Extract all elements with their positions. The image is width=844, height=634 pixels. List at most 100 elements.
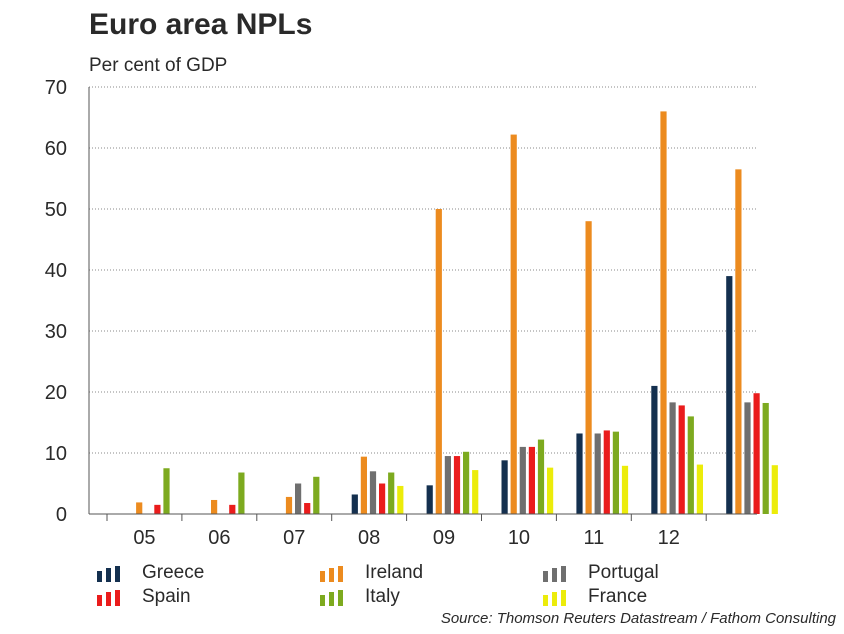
bar-ireland: [510, 134, 517, 514]
chart-subtitle: Per cent of GDP: [89, 55, 228, 76]
bar-greece: [726, 276, 733, 514]
bar-france: [771, 465, 778, 514]
legend-swatch-icon: [543, 564, 570, 582]
swatch-bar: [338, 590, 343, 606]
bar-france: [547, 467, 554, 514]
bar-italy: [463, 451, 470, 514]
swatch-bar: [106, 568, 111, 582]
swatch-bar: [543, 571, 548, 582]
legend-item-greece: Greece: [97, 562, 204, 584]
y-tick-label: 10: [45, 443, 67, 465]
legend-label: Spain: [142, 586, 191, 607]
bar-portugal: [594, 433, 601, 514]
y-tick-label: 60: [45, 138, 67, 160]
bar-portugal: [444, 456, 451, 514]
bar-ireland: [435, 209, 442, 514]
swatch-bar: [552, 568, 557, 582]
bars: [136, 111, 778, 515]
swatch-bar: [561, 590, 566, 606]
x-tick-label: 06: [208, 527, 230, 549]
y-tick-label: 0: [56, 504, 67, 526]
axes: 0 10 20 30 40 50 60 70 05 06 07 08 09 10 11 12: [45, 77, 757, 549]
bar-ireland: [585, 221, 592, 514]
bar-greece: [426, 485, 433, 514]
bar-portugal: [669, 402, 676, 514]
bar-italy: [163, 468, 170, 514]
x-tick-label: 12: [658, 527, 680, 549]
bar-france: [397, 485, 404, 514]
y-tick-label: 50: [45, 199, 67, 221]
bar-italy: [388, 472, 395, 514]
bar-spain: [229, 504, 236, 514]
legend-item-france: France: [543, 586, 647, 608]
bar-portugal: [369, 471, 377, 514]
bar-ireland: [136, 502, 143, 514]
y-tick-label: 30: [45, 321, 67, 343]
bar-italy: [238, 472, 245, 514]
legend-item-italy: Italy: [320, 586, 400, 608]
swatch-bar: [115, 590, 120, 606]
swatch-bar: [115, 566, 120, 582]
bar-spain: [603, 430, 610, 514]
x-tick-label: 11: [583, 527, 604, 549]
bar-greece: [576, 433, 583, 514]
bar-ireland: [211, 499, 218, 514]
y-tick-label: 20: [45, 382, 67, 404]
bar-spain: [379, 483, 386, 514]
legend-label: France: [588, 586, 648, 607]
bar-italy: [313, 476, 320, 514]
y-tick-label: 40: [45, 260, 67, 282]
x-tick-label: 07: [283, 527, 305, 549]
bar-greece: [651, 385, 658, 514]
legend-item-portugal: Portugal: [543, 562, 659, 584]
source-note: Source: Thomson Reuters Datastream / Fat…: [440, 610, 836, 627]
legend-swatch-icon: [97, 588, 124, 606]
bar-ireland: [735, 169, 742, 514]
bar-france: [621, 465, 629, 514]
swatch-bar: [106, 592, 111, 606]
gridlines: [89, 86, 757, 454]
legend-swatch-icon: [97, 564, 124, 582]
legend-label: Greece: [142, 562, 205, 583]
swatch-bar: [320, 595, 325, 606]
bar-portugal: [744, 402, 751, 514]
swatch-bar: [543, 595, 548, 606]
bar-portugal: [519, 446, 526, 514]
bar-spain: [453, 456, 461, 514]
legend-swatch-icon: [320, 564, 347, 582]
chart-title: Euro area NPLs: [89, 8, 313, 41]
x-tick-label: 08: [358, 527, 380, 549]
legend-item-spain: Spain: [97, 586, 191, 608]
bar-spain: [528, 446, 535, 514]
legend-label: Italy: [365, 586, 400, 607]
x-tick-label: 05: [133, 527, 155, 549]
bar-italy: [687, 416, 694, 514]
swatch-bar: [320, 571, 325, 582]
bar-france: [472, 470, 479, 514]
bar-spain: [304, 503, 311, 514]
bar-italy: [537, 439, 545, 514]
legend-item-ireland: Ireland: [320, 562, 423, 584]
bar-greece: [501, 460, 508, 514]
bar-portugal: [295, 483, 302, 514]
bar-spain: [753, 393, 760, 514]
legend-swatch-icon: [543, 588, 570, 606]
x-tick-label: 10: [508, 527, 530, 549]
swatch-bar: [97, 595, 102, 606]
bar-greece: [351, 494, 358, 514]
legend-swatch-icon: [320, 588, 347, 606]
y-tick-label: 70: [45, 77, 67, 99]
swatch-bar: [329, 568, 334, 582]
bar-spain: [154, 504, 161, 514]
bar-ireland: [660, 111, 667, 515]
legend-label: Portugal: [588, 562, 659, 583]
bar-france: [696, 464, 703, 514]
swatch-bar: [329, 592, 334, 606]
swatch-bar: [561, 566, 566, 582]
x-tick-label: 09: [433, 527, 455, 549]
bar-ireland: [360, 456, 367, 514]
bar-ireland: [285, 496, 293, 514]
legend-label: Ireland: [365, 562, 424, 583]
bar-italy: [762, 402, 769, 514]
